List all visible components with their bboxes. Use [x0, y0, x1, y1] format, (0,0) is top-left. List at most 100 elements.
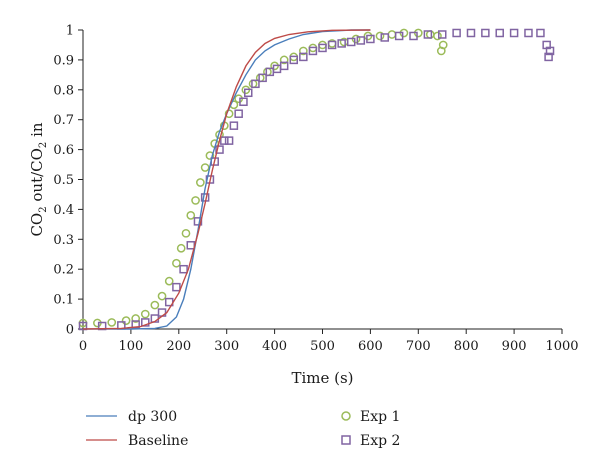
- data-point-exp2: [229, 121, 239, 130]
- data-point-exp1: [425, 30, 435, 39]
- y-tick-label: 0.2: [53, 263, 74, 278]
- x-tick-label: 0: [79, 339, 87, 354]
- data-point-exp2: [279, 61, 289, 71]
- y-tick-label: 0.9: [53, 53, 74, 68]
- data-point-exp2: [466, 28, 476, 38]
- legend-swatch-exp1: [341, 411, 351, 421]
- x-axis-title: Time (s): [291, 369, 353, 387]
- data-point-exp2: [251, 79, 260, 89]
- data-point-exp2: [327, 40, 337, 50]
- legend-label-baseline: Baseline: [128, 433, 188, 449]
- data-point-exp1: [107, 318, 117, 327]
- data-point-exp1: [164, 276, 174, 286]
- series-layer: [78, 28, 555, 331]
- x-tick-label: 800: [454, 339, 479, 354]
- data-point-exp2: [438, 30, 447, 39]
- data-point-exp2: [524, 28, 533, 38]
- data-point-exp2: [495, 28, 504, 38]
- data-point-exp2: [186, 241, 196, 250]
- x-tick-label: 1000: [545, 339, 578, 354]
- data-point-exp1: [181, 228, 191, 238]
- data-point-exp1: [200, 163, 210, 172]
- data-point-exp1: [150, 300, 160, 310]
- y-tick-label: 1: [66, 24, 74, 39]
- data-point-exp2: [337, 39, 346, 48]
- data-point-exp1: [140, 309, 150, 319]
- data-point-exp1: [433, 31, 442, 41]
- series-line-dp300: [83, 29, 371, 330]
- y-tick-label: 0.1: [53, 293, 74, 308]
- data-point-exp2: [544, 52, 553, 62]
- data-point-exp1: [186, 211, 196, 220]
- y-tick-label: 0.6: [53, 143, 74, 158]
- data-point-exp2: [409, 31, 418, 41]
- data-point-exp2: [299, 52, 308, 62]
- data-point-exp2: [536, 28, 545, 38]
- data-point-exp2: [308, 46, 318, 56]
- data-point-exp2: [289, 55, 299, 65]
- data-point-exp2: [481, 28, 490, 38]
- data-point-exp2: [141, 318, 150, 327]
- data-point-exp1: [387, 30, 397, 39]
- data-point-exp2: [356, 36, 366, 45]
- data-point-exp1: [196, 178, 205, 187]
- legend-swatch-exp2: [341, 435, 351, 445]
- data-point-exp1: [298, 46, 308, 56]
- y-tick-label: 0.4: [53, 203, 74, 218]
- data-point-exp1: [131, 314, 141, 323]
- series-dp300: [83, 29, 371, 330]
- x-tick-label: 900: [502, 339, 527, 354]
- data-point-exp2: [215, 145, 224, 154]
- data-point-exp2: [545, 46, 555, 56]
- data-point-exp1: [248, 79, 258, 89]
- data-point-exp2: [220, 136, 229, 145]
- data-point-exp2: [452, 28, 461, 38]
- data-point-exp1: [205, 151, 215, 160]
- x-tick-label: 500: [310, 339, 335, 354]
- legend-label-exp2: Exp 2: [360, 433, 400, 449]
- data-point-exp2: [172, 282, 181, 292]
- x-tick-label: 600: [358, 339, 383, 354]
- x-tick-label: 200: [166, 339, 191, 354]
- legend-item-dp300: dp 300: [86, 409, 177, 425]
- data-point-exp2: [509, 28, 519, 38]
- data-point-exp2: [244, 88, 253, 98]
- data-point-exp2: [234, 109, 243, 118]
- y-tick-label: 0: [66, 323, 74, 338]
- x-tick-label: 700: [406, 339, 431, 354]
- data-point-exp2: [346, 37, 356, 47]
- data-point-exp1: [191, 196, 200, 205]
- data-point-exp2: [131, 320, 140, 329]
- x-tick-label: 100: [118, 339, 143, 354]
- y-ticks: 0 0.1 0.2 0.3 0.4 0.5 0.6 0.7 0.8 0.9 1: [53, 24, 83, 338]
- x-tick-label: 400: [262, 339, 287, 354]
- series-exp2: [78, 28, 555, 331]
- y-tick-label: 0.5: [53, 173, 74, 188]
- legend-item-baseline: Baseline: [86, 433, 188, 449]
- x-ticks: 0 100 200 300 400 500 600 700 800 900 1000: [79, 329, 579, 354]
- data-point-exp2: [179, 264, 188, 274]
- legend-label-dp300: dp 300: [128, 409, 177, 425]
- plot-area: 0 100 200 300 400 500 600 700 800 900 1000 0 0.1 0.2…: [53, 24, 578, 355]
- data-point-exp1: [375, 31, 385, 41]
- data-point-exp1: [172, 258, 181, 268]
- y-tick-label: 0.7: [53, 113, 74, 128]
- data-point-exp1: [176, 243, 186, 253]
- data-point-exp2: [224, 136, 234, 145]
- series-line-baseline: [82, 29, 371, 330]
- data-point-exp2: [423, 30, 433, 39]
- data-point-exp2: [380, 33, 390, 42]
- data-point-exp2: [239, 97, 248, 107]
- data-point-exp2: [318, 43, 327, 53]
- data-point-exp1: [157, 291, 167, 301]
- data-point-exp1: [279, 55, 289, 65]
- y-axis-title: CO2 out/CO2 in: [28, 122, 49, 236]
- legend-label-exp1: Exp 1: [360, 409, 400, 425]
- series-baseline: [82, 29, 371, 330]
- y-tick-label: 0.3: [53, 233, 74, 248]
- data-point-exp1: [438, 40, 448, 50]
- data-point-exp2: [258, 73, 267, 83]
- y-tick-label: 0.8: [53, 83, 74, 98]
- legend-item-exp2: Exp 2: [341, 433, 400, 449]
